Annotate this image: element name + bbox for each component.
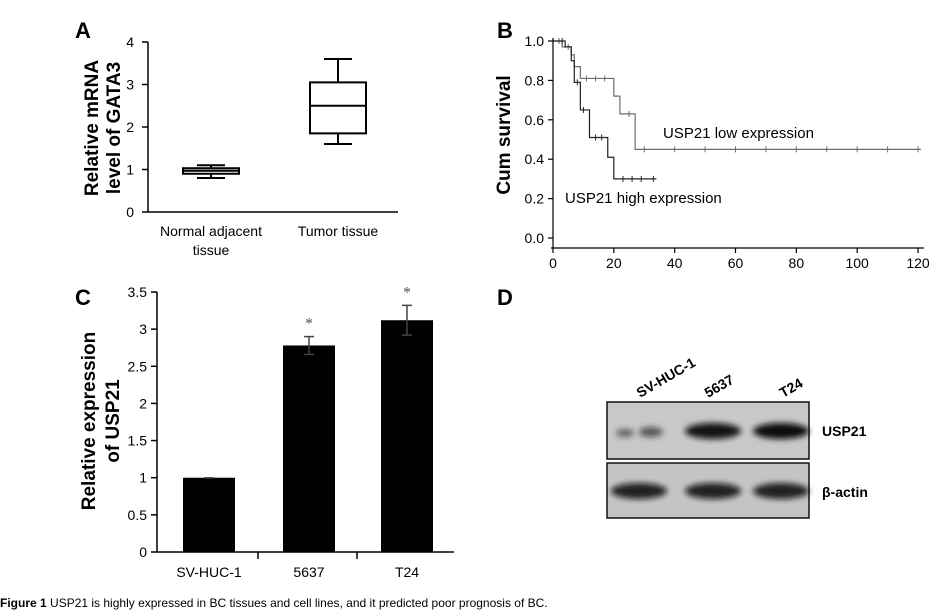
panel-c: C Relative expression of USP21 0 0.5 1 1.5 2… bbox=[75, 284, 454, 580]
panel-d: D SV-HUC-1 5637 T24 USP21 β-actin bbox=[497, 285, 868, 519]
panel-a-boxes bbox=[182, 58, 367, 179]
panel-b-series-low-label: USP21 low expression bbox=[663, 125, 814, 142]
panel-a-category-1-line1: Normal adjacent bbox=[160, 223, 262, 239]
panel-b-ytick-label: 0.8 bbox=[525, 72, 545, 88]
panel-b-xtick-label: 40 bbox=[667, 255, 683, 271]
panel-b-ytick-label: 0.6 bbox=[525, 112, 545, 128]
panel-b-xtick-label: 20 bbox=[606, 255, 622, 271]
panel-c-category-label: 5637 bbox=[293, 564, 324, 580]
panel-c-category-label: T24 bbox=[395, 564, 419, 580]
panel-a-box-rect bbox=[309, 81, 367, 135]
panel-c-category-label: SV-HUC-1 bbox=[176, 564, 242, 580]
panel-a-box-1 bbox=[182, 164, 240, 179]
blot-band-usp21-sv-huc-1-right bbox=[639, 427, 663, 437]
lane-label-t24: T24 bbox=[777, 375, 806, 401]
blot-bands bbox=[611, 423, 809, 499]
blot-band-usp21-lane-3 bbox=[753, 423, 809, 439]
panel-b-xtick-label: 0 bbox=[549, 255, 557, 271]
panel-c-ytick-label: 2 bbox=[139, 395, 147, 411]
panel-b-xtick-label: 60 bbox=[728, 255, 744, 271]
panel-c-bars: SV-HUC-1 * 5637 * T24 bbox=[176, 284, 433, 580]
panel-c-ytick-label: 1 bbox=[139, 470, 147, 486]
figure-caption-text: USP21 is highly expressed in BC tissues … bbox=[46, 596, 548, 610]
panel-letter-d: D bbox=[497, 285, 513, 310]
panel-b-series-high-label: USP21 high expression bbox=[565, 190, 722, 207]
panel-a-category-1-line2: tissue bbox=[193, 242, 230, 258]
lane-label-sv-huc-1: SV-HUC-1 bbox=[634, 354, 699, 401]
panel-a-ytick-label: 4 bbox=[126, 34, 134, 50]
panel-c-ytick-label: 2.5 bbox=[128, 358, 148, 374]
panel-a-ytick-label: 1 bbox=[126, 162, 134, 178]
panel-c-significance-star: * bbox=[305, 316, 313, 333]
panel-b: B Cum survival 0.0 0.2 0.4 0.6 0.8 1.0 0 20 40 60… bbox=[494, 18, 930, 271]
blot-band-actin-lane-3 bbox=[753, 483, 809, 499]
blot-band-actin-lane-2 bbox=[685, 483, 741, 499]
panel-c-ylabel-line2: of USP21 bbox=[103, 379, 124, 463]
panel-b-curves bbox=[553, 38, 922, 182]
figure-caption: Figure 1 USP21 is highly expressed in BC… bbox=[0, 596, 548, 610]
panel-b-ytick-label: 0.2 bbox=[525, 191, 545, 207]
figure-caption-label: Figure 1 bbox=[0, 596, 47, 610]
blot-band-actin-lane-1 bbox=[611, 483, 667, 499]
panel-b-ylabel: Cum survival bbox=[494, 75, 515, 194]
panel-a-box-2 bbox=[309, 58, 367, 145]
panel-a-ytick-label: 3 bbox=[126, 77, 134, 93]
panel-b-curve-high bbox=[553, 40, 657, 180]
panel-b-axes: 0.0 0.2 0.4 0.6 0.8 1.0 0 20 40 60 80 100 120 bbox=[525, 33, 930, 271]
panel-b-xtick-label: 120 bbox=[906, 255, 930, 271]
panel-c-ylabel-line1: Relative expression bbox=[79, 332, 100, 510]
panel-b-xtick-label: 100 bbox=[845, 255, 869, 271]
panel-c-bar-3 bbox=[381, 320, 433, 552]
panel-letter-c: C bbox=[75, 285, 91, 310]
panel-c-significance-star: * bbox=[403, 284, 411, 301]
panel-c-bar-2 bbox=[283, 345, 335, 552]
panel-b-xtick-label: 80 bbox=[789, 255, 805, 271]
panel-b-ytick-label: 0.4 bbox=[525, 151, 545, 167]
blot-label-usp21: USP21 bbox=[822, 423, 867, 439]
panel-a-axes: 0 1 2 3 4 bbox=[126, 34, 398, 220]
panel-a-ytick-label: 0 bbox=[126, 204, 134, 220]
panel-a-category-2-line1: Tumor tissue bbox=[298, 223, 379, 239]
panel-a-ylabel-line2: level of GATA3 bbox=[104, 62, 125, 194]
figure: A Relative mRNA level of GATA3 0 1 2 3 4 Nor… bbox=[75, 18, 930, 580]
panel-letter-b: B bbox=[497, 18, 513, 43]
panel-c-ytick-label: 1.5 bbox=[128, 433, 148, 449]
panel-c-ytick-label: 3.5 bbox=[128, 284, 148, 300]
panel-c-ytick-label: 3 bbox=[139, 321, 147, 337]
blot-band-usp21-lane-2 bbox=[685, 423, 741, 439]
panel-c-ytick-label: 0.5 bbox=[128, 507, 148, 523]
blot-label-actin: β-actin bbox=[822, 484, 868, 500]
panel-b-ytick-label: 1.0 bbox=[525, 33, 545, 49]
panel-b-ytick-label: 0.0 bbox=[525, 230, 545, 246]
panel-letter-a: A bbox=[75, 18, 91, 43]
panel-a: A Relative mRNA level of GATA3 0 1 2 3 4 Nor… bbox=[75, 18, 398, 258]
panel-a-ytick-label: 2 bbox=[126, 119, 134, 135]
panel-c-ytick-label: 0 bbox=[139, 544, 147, 560]
panel-c-bar-1 bbox=[183, 477, 235, 552]
blot-band-usp21-sv-huc-1-left bbox=[616, 429, 634, 437]
lane-label-5637: 5637 bbox=[702, 371, 737, 401]
panel-a-ylabel-line1: Relative mRNA bbox=[82, 60, 103, 196]
